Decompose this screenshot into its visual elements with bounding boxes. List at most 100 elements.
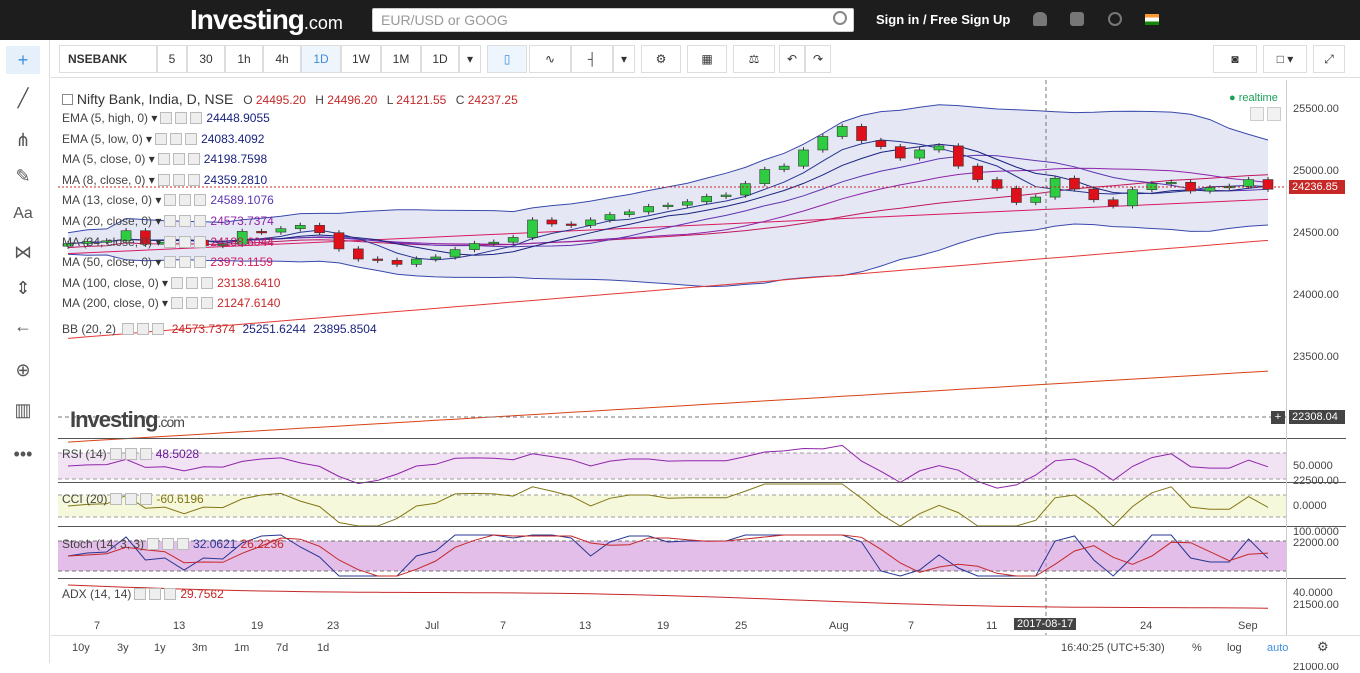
settings-icon[interactable]: ⚙ [1317,639,1329,654]
scale-toggle-icon[interactable] [1250,107,1264,121]
legend-indicator[interactable]: MA (100, close, 0) ▾ 23138.6410 [62,275,281,290]
legend-indicator[interactable]: MA (50, close, 0) ▾ 23973.1159 [62,255,273,270]
candle [527,219,538,238]
site-logo[interactable]: Investing.com [190,4,343,35]
measure-icon[interactable]: ⇕ [15,278,31,298]
candle [972,165,983,180]
layout-icon[interactable]: □ ▾ [1263,45,1307,73]
legend-rsi[interactable]: RSI (14) 48.5028 [62,447,200,461]
interval-30[interactable]: 30 [187,45,225,73]
add-level-icon[interactable]: + [1271,411,1285,424]
time-tick: 24 [1140,620,1153,632]
legend-bb[interactable]: BB (20, 2) 24573.7374 25251.6244 23895.8… [62,322,377,336]
candle [546,219,558,225]
percent-toggle[interactable]: % [1192,642,1202,654]
indicators-icon[interactable]: ▦ [687,45,727,73]
price-tick: 24500.00 [1293,227,1339,239]
candle [411,258,422,265]
interval-5[interactable]: 5 [157,45,187,73]
legend-indicator[interactable]: EMA (5, high, 0) ▾ 24448.9055 [62,111,270,125]
price-chart[interactable] [58,80,1286,635]
time-tick: 11 [986,620,998,632]
pane-separator[interactable] [58,482,1346,483]
interval-1d[interactable]: 1D [301,45,341,73]
interval-custom[interactable]: 1D [421,45,459,73]
time-tick: Jul [425,620,440,632]
legend-indicator[interactable]: MA (200, close, 0) ▾ 21247.6140 [62,296,281,311]
interval-4h[interactable]: 4h [263,45,301,73]
fib-icon[interactable]: ⋔ [15,130,31,150]
briefcase-icon[interactable] [1070,12,1084,26]
undo-icon[interactable]: ↶ [779,45,805,73]
compare-icon[interactable]: ⚖ [733,45,775,73]
clock-icon[interactable] [1108,12,1122,26]
candle [101,240,113,243]
interval-1m[interactable]: 1M [381,45,421,73]
settings-icon[interactable]: ⚙ [641,45,681,73]
signin-link[interactable]: Sign in / Free Sign Up [876,12,1011,27]
time-tick: Sep [1238,620,1258,632]
trend-line-icon[interactable]: ╱ [17,88,29,108]
bell-icon[interactable] [1033,12,1047,26]
legend-cci[interactable]: CCI (20) -60.6196 [62,492,204,506]
delete-icon[interactable] [1267,107,1281,121]
chart-title-legend[interactable]: Nifty Bank, India, D, NSE O 24495.20 H 2… [62,91,524,107]
text-icon[interactable]: Aa [13,205,33,222]
range-10y[interactable]: 10y [72,642,90,654]
crosshair-icon[interactable]: + [6,46,40,74]
pane-separator[interactable] [58,438,1346,439]
legend-indicator[interactable]: MA (13, close, 0) ▾ 24589.1076 [62,193,274,208]
candle [836,126,848,137]
range-7d[interactable]: 7d [276,642,289,654]
pattern-icon[interactable]: ⋈ [14,242,32,262]
price-tick: 21500.00 [1293,599,1339,611]
cci-axis-label: 0.0000 [1293,500,1327,512]
range-1m[interactable]: 1m [234,642,250,654]
price-axis[interactable]: 25500.00 25000.00 24500.00 24000.00 23500.00… [1286,80,1346,673]
legend-indicator[interactable]: MA (20, close, 0) ▾ 24573.7374 [62,214,274,228]
back-arrow-icon[interactable]: ← [14,316,32,336]
ruler-icon[interactable]: ▥ [14,400,32,420]
legend-stoch[interactable]: Stoch (14, 3, 3) 32.0621 26.2236 [62,537,284,551]
candles-icon[interactable]: ▯ [487,45,527,73]
range-3y[interactable]: 3y [117,642,129,654]
time-axis[interactable]: 7 13 19 23 Jul 7 13 19 25 Aug 7 11 2017-08-17 24 Sep [58,617,1286,635]
candle [469,243,480,250]
stoch-d-line [67,534,1269,577]
zoom-icon[interactable]: ⊕ [15,360,31,380]
candle [140,230,151,245]
interval-1h[interactable]: 1h [225,45,263,73]
india-flag-icon[interactable] [1145,14,1159,25]
candle [798,149,809,167]
candle [740,183,751,196]
interval-1w[interactable]: 1W [341,45,381,73]
collapse-icon[interactable] [62,94,73,105]
redo-icon[interactable]: ↷ [805,45,831,73]
pane-separator[interactable] [58,578,1346,579]
pane-separator[interactable] [58,526,1346,527]
bars-icon[interactable]: ┤ [571,45,613,73]
fullscreen-icon[interactable]: ⤢ [1313,45,1345,73]
more-icon[interactable]: ••• [13,444,33,464]
camera-icon[interactable]: ◙ [1213,45,1257,73]
area-chart-icon[interactable]: ∿ [529,45,571,73]
interval-dropdown[interactable]: ▾ [459,45,481,73]
search-input[interactable]: EUR/USD or GOOG [372,8,854,32]
legend-indicator[interactable]: MA (5, close, 0) ▾ 24198.7598 [62,152,268,167]
range-1y[interactable]: 1y [154,642,166,654]
range-1d[interactable]: 1d [317,642,330,654]
legend-adx[interactable]: ADX (14, 14) 29.7562 [62,587,224,601]
search-icon[interactable] [833,11,847,25]
chart-type-dropdown[interactable]: ▾ [613,45,635,73]
rsi-axis-label: 50.0000 [1293,460,1333,472]
log-toggle[interactable]: log [1227,642,1242,654]
symbol-input[interactable]: NSEBANK [59,45,157,73]
price-tick: 25000.00 [1293,165,1339,177]
legend-indicator[interactable]: MA (8, close, 0) ▾ 24359.2810 [62,172,268,187]
auto-toggle[interactable]: auto [1267,642,1289,654]
legend-indicator[interactable]: MA (34, close, 0) ▾ 24188.6044 [62,234,274,249]
candle [1204,187,1216,192]
legend-indicator[interactable]: EMA (5, low, 0) ▾ 24083.4092 [62,131,265,146]
range-3m[interactable]: 3m [192,642,208,654]
brush-icon[interactable]: ✎ [15,166,31,186]
